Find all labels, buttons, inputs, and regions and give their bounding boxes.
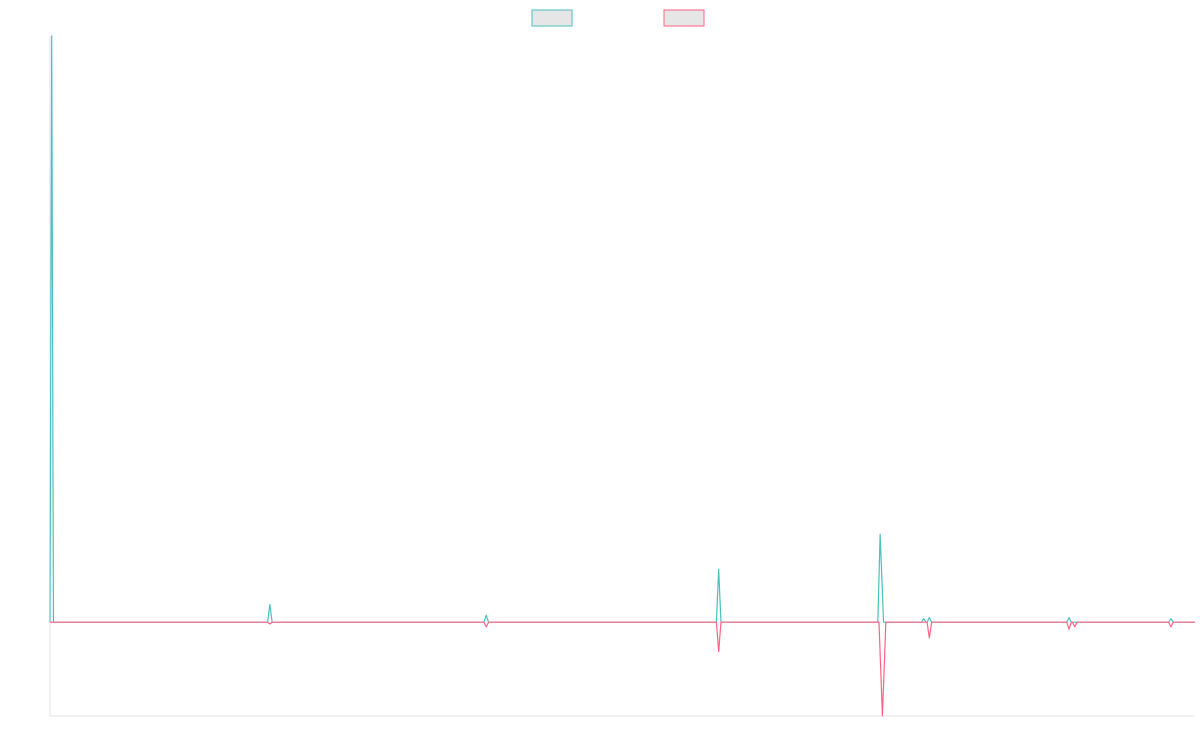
- series-line-2: [50, 621, 1195, 717]
- legend[interactable]: [531, 9, 705, 27]
- series-layer: [49, 35, 1195, 717]
- axes: [49, 36, 1195, 717]
- legend-swatch-series-2[interactable]: [663, 9, 705, 27]
- series-line-1: [49, 35, 1195, 623]
- legend-swatch-series-1[interactable]: [531, 9, 573, 27]
